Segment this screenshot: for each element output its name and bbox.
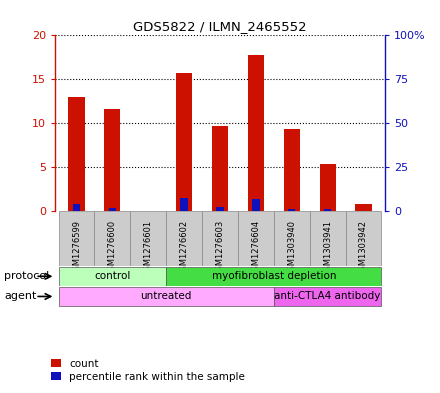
Bar	[95, 211, 130, 266]
Text: control: control	[94, 271, 131, 281]
Bar	[310, 211, 345, 266]
Bar	[252, 198, 260, 211]
Text: myofibroblast depletion: myofibroblast depletion	[212, 271, 336, 281]
Bar	[166, 267, 381, 286]
Text: anti-CTLA4 antibody: anti-CTLA4 antibody	[275, 292, 381, 301]
Bar	[104, 109, 121, 211]
Bar	[345, 211, 381, 266]
Bar	[59, 287, 274, 306]
Bar	[212, 126, 228, 211]
Bar	[59, 267, 166, 286]
Title: GDS5822 / ILMN_2465552: GDS5822 / ILMN_2465552	[133, 20, 307, 33]
Text: agent: agent	[4, 292, 37, 301]
Bar	[180, 198, 188, 211]
Text: GSM1303941: GSM1303941	[323, 220, 332, 275]
Bar	[202, 211, 238, 266]
Text: GSM1276601: GSM1276601	[144, 220, 153, 275]
Bar	[274, 211, 310, 266]
Bar	[274, 287, 381, 306]
Bar	[288, 209, 295, 211]
Text: GSM1276603: GSM1276603	[216, 220, 224, 276]
Bar	[69, 97, 84, 211]
Text: GSM1276604: GSM1276604	[251, 220, 260, 275]
Bar	[166, 211, 202, 266]
Text: untreated: untreated	[140, 292, 192, 301]
Bar	[356, 204, 371, 211]
Bar	[324, 209, 331, 211]
Bar	[109, 208, 116, 211]
Bar	[59, 211, 95, 266]
Bar	[284, 129, 300, 211]
Text: GSM1276599: GSM1276599	[72, 220, 81, 275]
Text: GSM1276600: GSM1276600	[108, 220, 117, 275]
Text: protocol: protocol	[4, 271, 50, 281]
Text: GSM1303940: GSM1303940	[287, 220, 296, 275]
Bar	[319, 164, 336, 211]
Bar	[248, 55, 264, 211]
Bar	[130, 211, 166, 266]
Bar	[176, 73, 192, 211]
Text: GSM1303942: GSM1303942	[359, 220, 368, 275]
Bar	[216, 207, 224, 211]
Bar	[73, 204, 80, 211]
Text: GSM1276602: GSM1276602	[180, 220, 189, 275]
Legend: count, percentile rank within the sample: count, percentile rank within the sample	[49, 356, 247, 384]
Bar	[238, 211, 274, 266]
